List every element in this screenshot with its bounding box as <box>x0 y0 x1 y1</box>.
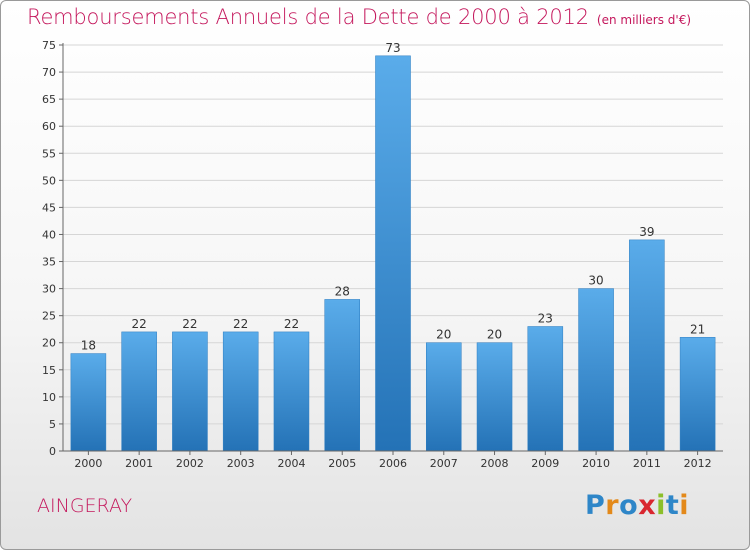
x-tick-label: 2011 <box>633 457 661 470</box>
y-tick-label: 50 <box>42 174 56 187</box>
y-tick-label: 0 <box>49 445 56 458</box>
data-label: 39 <box>639 225 654 239</box>
data-label: 22 <box>233 317 248 331</box>
data-label: 22 <box>132 317 147 331</box>
y-tick-label: 20 <box>42 337 56 350</box>
y-tick-label: 55 <box>42 147 56 160</box>
x-tick-label: 2007 <box>430 457 458 470</box>
data-label: 28 <box>335 284 350 298</box>
y-tick-label: 5 <box>49 418 56 431</box>
bar-2005 <box>324 299 360 452</box>
bar-2009 <box>527 326 564 452</box>
bar-2010 <box>578 288 614 452</box>
bar-2008 <box>476 342 513 452</box>
x-tick-label: 2001 <box>125 457 153 470</box>
bar-2003 <box>222 331 259 452</box>
bar-2001 <box>121 331 157 452</box>
y-tick-label: 35 <box>42 256 56 269</box>
data-label: 21 <box>690 322 705 336</box>
data-label: 23 <box>538 311 553 325</box>
y-tick-label: 70 <box>42 66 56 79</box>
chart-title: Remboursements Annuels de la Dette de 20… <box>27 5 691 29</box>
data-label: 18 <box>81 339 96 353</box>
commune-name: AINGERAY <box>37 495 133 517</box>
bar-2011 <box>629 239 665 452</box>
bar-2007 <box>426 342 462 452</box>
y-tick-label: 65 <box>42 93 56 106</box>
bar-2006 <box>375 55 411 452</box>
x-tick-label: 2003 <box>227 457 255 470</box>
bar-2012 <box>679 337 716 452</box>
proxiti-logo[interactable]: Proxiti <box>585 490 690 521</box>
chart-title-main: Remboursements Annuels de la Dette de 20… <box>27 5 589 29</box>
x-tick-label: 2006 <box>379 457 407 470</box>
y-tick-label: 10 <box>42 391 56 404</box>
x-tick-label: 2012 <box>684 457 712 470</box>
x-tick-label: 2002 <box>176 457 204 470</box>
data-label: 20 <box>436 328 451 342</box>
y-tick-label: 40 <box>42 228 56 241</box>
data-label: 73 <box>385 41 400 55</box>
x-tick-label: 2008 <box>481 457 509 470</box>
y-tick-label: 25 <box>42 310 56 323</box>
y-tick-label: 45 <box>42 201 56 214</box>
x-tick-label: 2004 <box>277 457 305 470</box>
data-label: 30 <box>588 274 603 288</box>
chart-title-unit: (en milliers d'€) <box>596 13 692 27</box>
y-tick-label: 15 <box>42 364 56 377</box>
x-tick-label: 2005 <box>328 457 356 470</box>
y-tick-label: 60 <box>42 120 56 133</box>
bar-2000 <box>70 353 107 452</box>
x-tick-label: 2010 <box>582 457 610 470</box>
data-label: 22 <box>284 317 299 331</box>
data-label: 20 <box>487 328 502 342</box>
x-tick-label: 2009 <box>531 457 559 470</box>
y-tick-label: 75 <box>42 39 56 52</box>
y-tick-label: 30 <box>42 283 56 296</box>
bar-2002 <box>172 331 208 452</box>
bar-2004 <box>273 331 310 452</box>
x-tick-label: 2000 <box>74 457 102 470</box>
data-label: 22 <box>182 317 197 331</box>
